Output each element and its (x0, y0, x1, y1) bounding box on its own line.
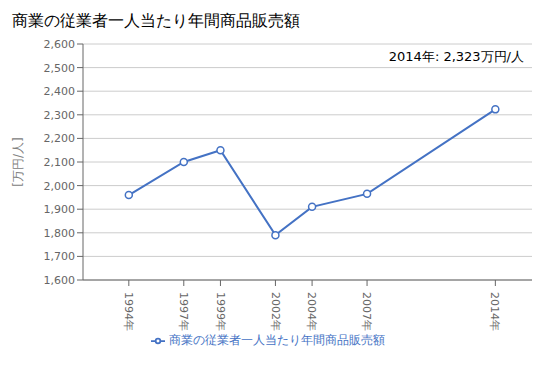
svg-text:2,400: 2,400 (44, 85, 76, 98)
svg-text:1,600: 1,600 (44, 274, 76, 287)
svg-text:1,700: 1,700 (44, 250, 76, 263)
svg-text:2,500: 2,500 (44, 62, 76, 75)
svg-text:2014年: 2014年 (488, 292, 501, 331)
svg-text:1994年: 1994年 (122, 292, 135, 331)
svg-text:2004年: 2004年 (305, 292, 318, 331)
svg-text:1999年: 1999年 (214, 292, 227, 331)
svg-text:2,100: 2,100 (44, 156, 76, 169)
svg-text:1,800: 1,800 (44, 227, 76, 240)
svg-text:2,300: 2,300 (44, 109, 76, 122)
html-text:商業の従業者一人当たり年間商品販売額: 商業の従業者一人当たり年間商品販売額 (12, 11, 300, 30)
svg-text:1,900: 1,900 (44, 203, 76, 216)
html-text:2014年: 2,323万円/人: 2014年: 2,323万円/人 (388, 49, 524, 64)
svg-text:2002年: 2002年 (269, 292, 282, 331)
svg-text:2,600: 2,600 (44, 38, 76, 51)
svg-text:1997年: 1997年 (177, 292, 190, 331)
svg-text:2,200: 2,200 (44, 132, 76, 145)
svg-text:2007年: 2007年 (360, 292, 373, 331)
html-text:商業の従業者一人当たり年間商品販売額: 商業の従業者一人当たり年間商品販売額 (168, 333, 385, 347)
svg-text:2,000: 2,000 (44, 180, 76, 193)
svg-text:[万円/人]: [万円/人] (11, 137, 25, 186)
